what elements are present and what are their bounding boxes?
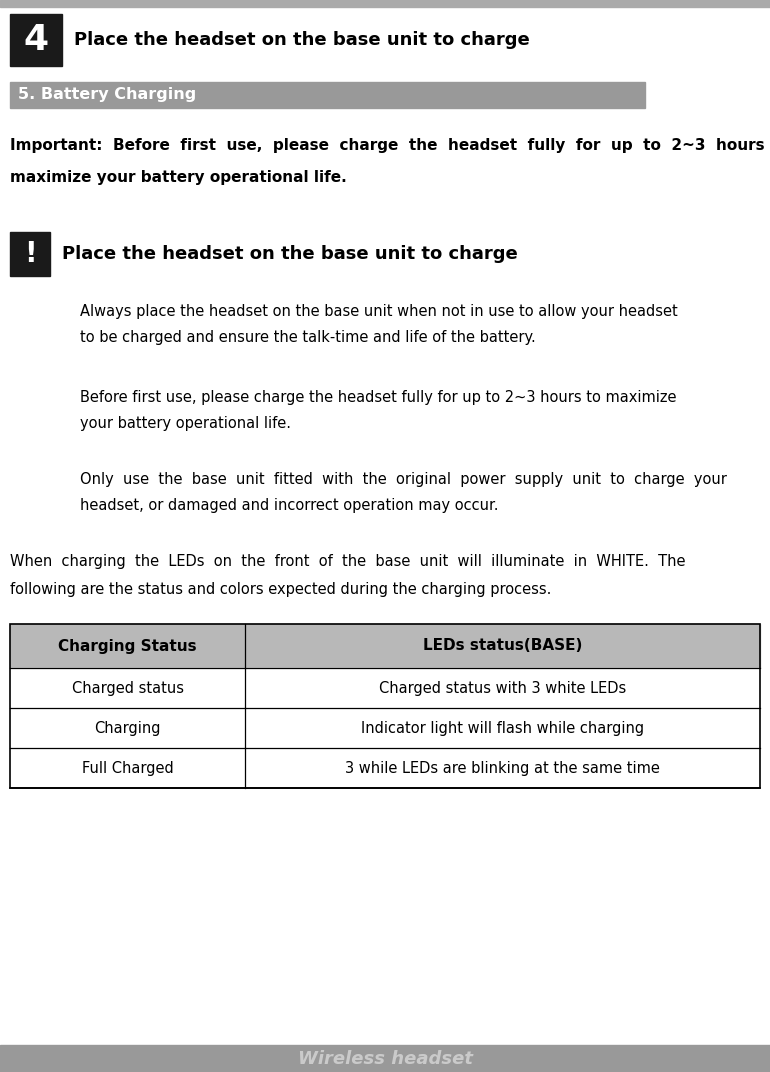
- Text: to be charged and ensure the talk-time and life of the battery.: to be charged and ensure the talk-time a…: [80, 330, 536, 345]
- Text: LEDs status(BASE): LEDs status(BASE): [423, 639, 582, 654]
- Text: Always place the headset on the base unit when not in use to allow your headset: Always place the headset on the base uni…: [80, 304, 678, 319]
- Text: Before first use, please charge the headset fully for up to 2~3 hours to maximiz: Before first use, please charge the head…: [80, 390, 677, 405]
- Bar: [10, 748, 760, 788]
- Text: 3 while LEDs are blinking at the same time: 3 while LEDs are blinking at the same ti…: [345, 760, 660, 775]
- Text: Important:  Before  first  use,  please  charge  the  headset  fully  for  up  t: Important: Before first use, please char…: [10, 138, 770, 153]
- Text: your battery operational life.: your battery operational life.: [80, 416, 291, 431]
- Text: Charging: Charging: [94, 720, 161, 735]
- Text: following are the status and colors expected during the charging process.: following are the status and colors expe…: [10, 582, 551, 597]
- Text: Charged status: Charged status: [72, 681, 183, 696]
- Text: Wireless headset: Wireless headset: [297, 1049, 473, 1068]
- Bar: [10, 81, 645, 108]
- Bar: [10, 624, 760, 668]
- Text: Full Charged: Full Charged: [82, 760, 173, 775]
- Text: 4: 4: [23, 23, 49, 57]
- Text: Only  use  the  base  unit  fitted  with  the  original  power  supply  unit  to: Only use the base unit fitted with the o…: [80, 472, 727, 487]
- Text: Place the headset on the base unit to charge: Place the headset on the base unit to ch…: [62, 245, 517, 263]
- Text: !: !: [24, 240, 36, 268]
- Text: maximize your battery operational life.: maximize your battery operational life.: [10, 170, 346, 185]
- Text: 5. Battery Charging: 5. Battery Charging: [18, 88, 196, 103]
- Bar: [0, 0, 770, 8]
- Text: When  charging  the  LEDs  on  the  front  of  the  base  unit  will  illuminate: When charging the LEDs on the front of t…: [10, 554, 685, 569]
- Text: headset, or damaged and incorrect operation may occur.: headset, or damaged and incorrect operat…: [80, 498, 498, 513]
- Bar: [0, 1045, 770, 1072]
- Bar: [10, 232, 50, 276]
- Text: Place the headset on the base unit to charge: Place the headset on the base unit to ch…: [74, 31, 530, 49]
- Text: Indicator light will flash while charging: Indicator light will flash while chargin…: [361, 720, 644, 735]
- Bar: [10, 708, 760, 748]
- Bar: [10, 668, 760, 708]
- Bar: [10, 14, 62, 66]
- Bar: [10, 624, 760, 788]
- Text: Charged status with 3 white LEDs: Charged status with 3 white LEDs: [379, 681, 626, 696]
- Text: Charging Status: Charging Status: [59, 639, 197, 654]
